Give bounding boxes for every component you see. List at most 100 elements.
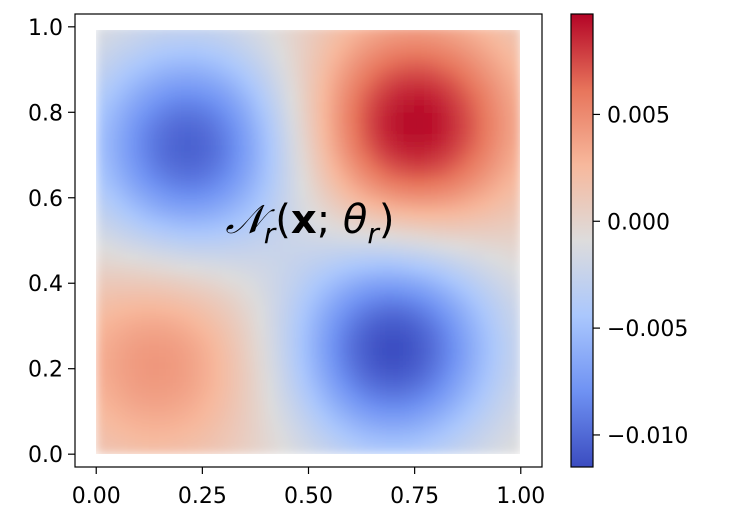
heatmap-cell	[265, 79, 278, 92]
heatmap-cell	[180, 346, 193, 359]
heatmap-cell	[403, 122, 416, 135]
heatmap-cell	[424, 122, 437, 135]
heatmap-cell	[191, 336, 203, 348]
heatmap-cell	[329, 389, 341, 402]
heatmap-cell	[445, 154, 458, 167]
heatmap-cell	[488, 36, 501, 49]
heatmap-cell	[488, 47, 501, 60]
heatmap-cell	[297, 154, 310, 167]
heatmap-cell	[382, 36, 395, 49]
heatmap-cell	[456, 143, 469, 156]
heatmap-cell	[138, 314, 150, 327]
heatmap-cell	[233, 101, 246, 113]
heatmap-cell	[127, 143, 140, 156]
heatmap-cell	[286, 325, 299, 338]
heatmap-cell	[371, 79, 384, 92]
heatmap-cell	[297, 389, 310, 402]
heatmap-cell	[222, 239, 235, 252]
heatmap-cell	[180, 239, 193, 252]
heatmap-cell	[106, 239, 119, 252]
heatmap-cell	[414, 239, 426, 252]
heatmap-cell	[435, 346, 448, 359]
heatmap-cell	[498, 111, 511, 124]
heatmap-cell	[392, 410, 405, 423]
heatmap-cell	[254, 421, 267, 434]
heatmap-cell	[297, 111, 310, 124]
heatmap-cell	[276, 79, 288, 92]
heatmap-cell	[318, 357, 331, 370]
heatmap-cell	[169, 30, 182, 39]
heatmap-cell	[201, 122, 214, 135]
heatmap-cell	[435, 58, 448, 71]
heatmap-cell	[350, 175, 363, 188]
heatmap-cell	[371, 186, 384, 199]
heatmap-cell	[254, 432, 267, 445]
heatmap-cell	[403, 282, 416, 295]
heatmap-cell	[244, 261, 257, 274]
heatmap-cell	[498, 336, 511, 348]
heatmap-cell	[339, 154, 352, 167]
heatmap-cell	[180, 261, 193, 274]
heatmap-cell	[169, 229, 182, 242]
heatmap-cell	[307, 261, 320, 274]
heatmap-cell	[244, 68, 257, 81]
heatmap-cell	[148, 357, 161, 370]
heatmap-cell	[116, 186, 129, 199]
heatmap-cell	[222, 58, 235, 71]
heatmap-cell	[116, 207, 129, 220]
heatmap-cell	[233, 261, 246, 274]
heatmap-cell	[371, 90, 384, 103]
heatmap-cell	[201, 325, 214, 338]
heatmap-cell	[148, 218, 161, 231]
heatmap-cell	[127, 79, 140, 92]
heatmap-cell	[488, 314, 501, 327]
heatmap-cell	[233, 325, 246, 338]
heatmap-cell	[191, 122, 203, 135]
heatmap-cell	[244, 389, 257, 402]
heatmap-cell	[318, 346, 331, 359]
heatmap-cell	[254, 336, 267, 348]
heatmap-cell	[392, 143, 405, 156]
heatmap-cell	[201, 79, 214, 92]
heatmap-cell	[445, 111, 458, 124]
heatmap-cell	[159, 239, 172, 252]
heatmap-cell	[445, 336, 458, 348]
heatmap-cell	[509, 229, 520, 242]
heatmap-cell	[169, 389, 182, 402]
heatmap-cell	[116, 261, 129, 274]
heatmap-cell	[254, 410, 267, 423]
heatmap-cell	[276, 336, 288, 348]
heatmap-cell	[318, 314, 331, 327]
heatmap-cell	[318, 30, 331, 39]
heatmap-cell	[116, 79, 129, 92]
heatmap-cell	[254, 239, 267, 252]
heatmap-cell	[244, 271, 257, 284]
heatmap-cell	[138, 410, 150, 423]
heatmap-cell	[339, 218, 352, 231]
heatmap-cell	[254, 368, 267, 380]
heatmap-cell	[148, 133, 161, 145]
heatmap-cell	[360, 143, 373, 156]
heatmap-cell	[392, 197, 405, 210]
heatmap-cell	[96, 250, 108, 263]
heatmap-cell	[371, 336, 384, 348]
heatmap-cell	[265, 36, 278, 49]
heatmap-cell	[307, 79, 320, 92]
heatmap-cell	[180, 175, 193, 188]
heatmap-cell	[339, 207, 352, 220]
heatmap-cell	[138, 30, 150, 39]
heatmap-cell	[201, 111, 214, 124]
heatmap-cell	[180, 314, 193, 327]
heatmap-cell	[106, 122, 119, 135]
heatmap-cell	[127, 421, 140, 434]
heatmap-cell	[169, 101, 182, 113]
heatmap-cell	[307, 282, 320, 295]
heatmap-cell	[297, 79, 310, 92]
heatmap-cell	[286, 400, 299, 413]
heatmap-cell	[392, 79, 405, 92]
heatmap-cell	[148, 207, 161, 220]
heatmap-cell	[180, 432, 193, 445]
heatmap-cell	[424, 197, 437, 210]
heatmap-cell	[445, 239, 458, 252]
heatmap-cell	[414, 346, 426, 359]
